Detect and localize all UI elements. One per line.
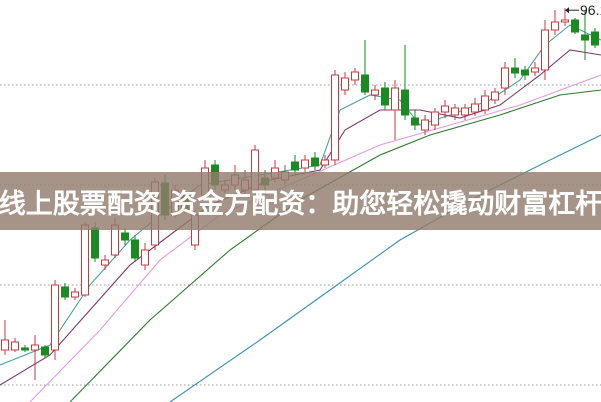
candle-up	[341, 77, 349, 91]
title-banner: 线上股票配资 资金方配资：助您轻松撬动财富杠杆	[0, 172, 601, 230]
candle-up	[491, 91, 499, 101]
candle-down	[121, 232, 129, 241]
candle-up	[371, 89, 379, 96]
candle-down	[591, 31, 599, 46]
candle-up	[461, 107, 469, 116]
candle-up	[561, 19, 569, 23]
candle-up	[441, 105, 449, 113]
high-marker-label: 96.18	[580, 2, 601, 18]
candle-down	[581, 34, 589, 41]
candle-up	[451, 107, 459, 116]
candle-down	[291, 161, 299, 171]
candle-down	[381, 87, 389, 106]
candle-up	[391, 87, 399, 111]
ma60-line	[69, 89, 601, 402]
candle-up	[551, 21, 559, 31]
candle-up	[431, 111, 439, 126]
candle-down	[571, 19, 579, 33]
ma120-line	[169, 134, 601, 402]
candle-down	[521, 69, 529, 76]
candle-up	[141, 249, 149, 266]
candle-up	[301, 159, 309, 169]
candle-up	[481, 95, 489, 111]
candle-up	[471, 103, 479, 113]
candle-down	[131, 239, 139, 259]
candle-up	[11, 341, 19, 351]
candle-up	[101, 259, 109, 266]
candle-up	[531, 67, 539, 73]
candle-down	[41, 346, 49, 356]
candle-down	[511, 67, 519, 74]
banner-title: 线上股票配资 资金方配资：助您轻松撬动财富杠杆	[0, 188, 601, 220]
high-marker-arrowhead	[565, 7, 569, 14]
candle-down	[401, 89, 409, 116]
candle-up	[71, 291, 79, 298]
candle-up	[321, 159, 329, 166]
candle-down	[361, 74, 369, 93]
candle-down	[91, 227, 99, 259]
candle-down	[21, 347, 29, 351]
candle-up	[351, 71, 359, 81]
candle-up	[1, 339, 9, 351]
candle-up	[541, 29, 549, 71]
candle-up	[421, 119, 429, 131]
candle-up	[501, 67, 509, 89]
candle-down	[311, 157, 319, 167]
candle-down	[61, 286, 69, 298]
candle-up	[331, 74, 339, 161]
candle-up	[51, 284, 59, 351]
candle-up	[31, 344, 39, 351]
candle-up	[81, 224, 89, 296]
candle-down	[411, 117, 419, 126]
